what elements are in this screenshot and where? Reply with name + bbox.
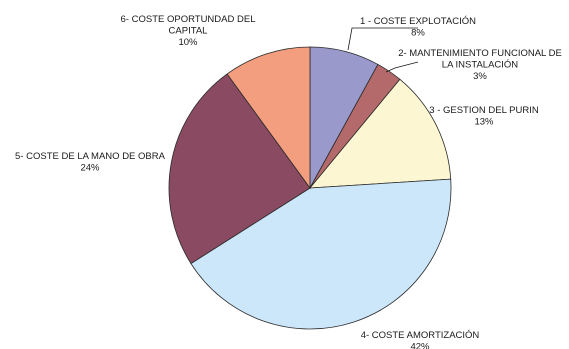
slice-value-6: 10% <box>178 37 198 48</box>
slice-value-4: 42% <box>410 342 430 349</box>
slice-label-1-line-1: 1 - COSTE EXPLOTACIÓN <box>360 16 476 27</box>
slice-label-5-line-1: 5- COSTE DE LA MANO DE OBRA <box>15 151 166 162</box>
slice-label-6-line-2: CAPITAL <box>169 26 208 37</box>
slice-value-2: 3% <box>473 71 487 82</box>
slice-value-5: 24% <box>80 163 100 174</box>
pie-slice-3 <box>309 78 452 189</box>
pie-slice-6 <box>226 46 311 190</box>
leader-lines <box>347 27 419 73</box>
slice-label-6-line-1: 6- COSTE OPORTUNDAD DEL <box>121 14 256 25</box>
slice-label-4-line-1: 4- COSTE AMORTIZACIÓN <box>361 330 480 341</box>
slice-label-3-line-1: 3 - GESTION DEL PURIN <box>429 105 539 116</box>
pie-slices <box>168 46 452 330</box>
pie-slice-5 <box>168 73 311 265</box>
slice-value-1: 8% <box>411 28 425 39</box>
leader-line-1 <box>347 27 418 51</box>
slice-label-2-line-2: LA INSTALACIÓN <box>442 60 519 71</box>
slice-value-3: 13% <box>474 117 494 128</box>
pie-slice-4 <box>190 178 452 330</box>
leader-line-2 <box>385 61 419 73</box>
slice-label-2-line-1: 2- MANTENIMIENTO FUNCIONAL DE <box>398 48 562 59</box>
